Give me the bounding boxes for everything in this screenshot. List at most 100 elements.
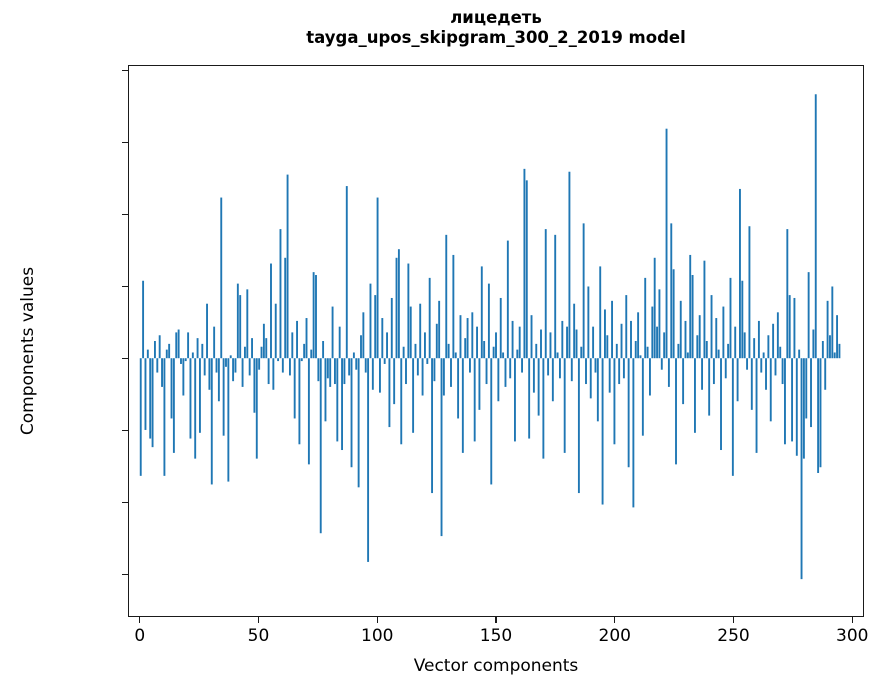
bar: [260, 346, 263, 359]
bar: [580, 346, 583, 359]
bar: [639, 355, 642, 359]
bar: [416, 358, 419, 376]
bar: [270, 263, 272, 359]
bar: [547, 358, 550, 376]
bar: [431, 358, 434, 494]
bar: [440, 358, 443, 537]
chart-title-line-2: tayga_upos_skipgram_300_2_2019 model: [306, 28, 686, 47]
bar: [705, 341, 708, 359]
bar: [573, 303, 576, 359]
bar: [518, 326, 521, 359]
chart-title: лицедеть tayga_upos_skipgram_300_2_2019 …: [128, 8, 864, 48]
bar: [544, 229, 547, 359]
bar: [504, 358, 507, 387]
bar: [658, 289, 661, 359]
bar: [528, 358, 531, 439]
bar: [433, 358, 436, 382]
x-tick-mark: [614, 617, 616, 623]
y-tick-mark: [122, 213, 128, 215]
bar: [800, 358, 803, 580]
bar: [419, 303, 422, 359]
bar: [558, 358, 561, 379]
bar: [812, 329, 815, 359]
bar: [378, 358, 381, 393]
x-tick-mark: [732, 617, 735, 623]
bar: [634, 341, 637, 359]
bar: [684, 320, 687, 359]
bar: [670, 223, 673, 359]
bar: [696, 335, 699, 359]
bar: [807, 272, 810, 359]
y-tick-mark: [122, 429, 128, 431]
bar: [163, 358, 166, 476]
bar: [170, 358, 173, 419]
bar: [286, 174, 289, 359]
bar: [608, 358, 611, 393]
bar: [386, 332, 388, 359]
plot-axes: [128, 65, 864, 617]
bar: [594, 358, 597, 373]
bar: [274, 303, 277, 359]
bar: [156, 358, 159, 373]
bar: [438, 300, 441, 359]
bar: [464, 338, 467, 359]
x-tick-label: 150: [479, 626, 513, 646]
bar: [144, 358, 147, 430]
bar: [442, 358, 445, 396]
bar: [653, 257, 656, 359]
bar: [672, 269, 675, 359]
bar: [786, 229, 789, 359]
bar: [369, 283, 372, 359]
bar: [352, 352, 355, 359]
bar: [757, 320, 760, 359]
bar: [679, 300, 682, 359]
y-tick-mark: [122, 285, 128, 287]
x-tick-mark: [139, 617, 141, 623]
bar: [729, 277, 732, 359]
bar: [765, 358, 767, 390]
bar: [161, 358, 163, 387]
bar: [388, 358, 391, 428]
bar: [582, 223, 585, 359]
bar: [177, 329, 180, 359]
bar: [445, 234, 448, 359]
bar: [542, 358, 545, 459]
bar: [319, 358, 322, 534]
bar: [476, 326, 478, 359]
y-tick-mark: [122, 141, 128, 143]
x-tick-mark: [376, 617, 378, 623]
bar: [810, 358, 812, 428]
bar: [551, 358, 554, 402]
bar: [338, 326, 341, 359]
bar: [213, 326, 216, 359]
bar: [802, 358, 805, 459]
bar: [760, 358, 763, 373]
bar: [241, 358, 244, 387]
bar: [452, 254, 455, 359]
bar: [736, 358, 739, 402]
bar: [622, 358, 625, 379]
bar: [686, 352, 689, 359]
bar: [206, 303, 208, 359]
bar: [196, 338, 199, 359]
bar: [492, 346, 495, 359]
bar: [225, 358, 227, 367]
bar: [651, 306, 654, 359]
bar: [722, 306, 725, 359]
bar: [298, 358, 301, 445]
bar: [502, 352, 505, 359]
bar: [826, 300, 829, 359]
bar: [532, 358, 535, 393]
bar: [663, 332, 666, 359]
bar: [746, 358, 749, 370]
bar: [267, 358, 270, 385]
bar: [554, 234, 557, 359]
bar: [703, 260, 706, 359]
x-tick-label: 0: [134, 626, 146, 646]
bar: [229, 355, 232, 359]
bar: [712, 358, 715, 385]
bar: [644, 277, 647, 359]
bar: [220, 197, 223, 359]
bar: [829, 335, 831, 359]
